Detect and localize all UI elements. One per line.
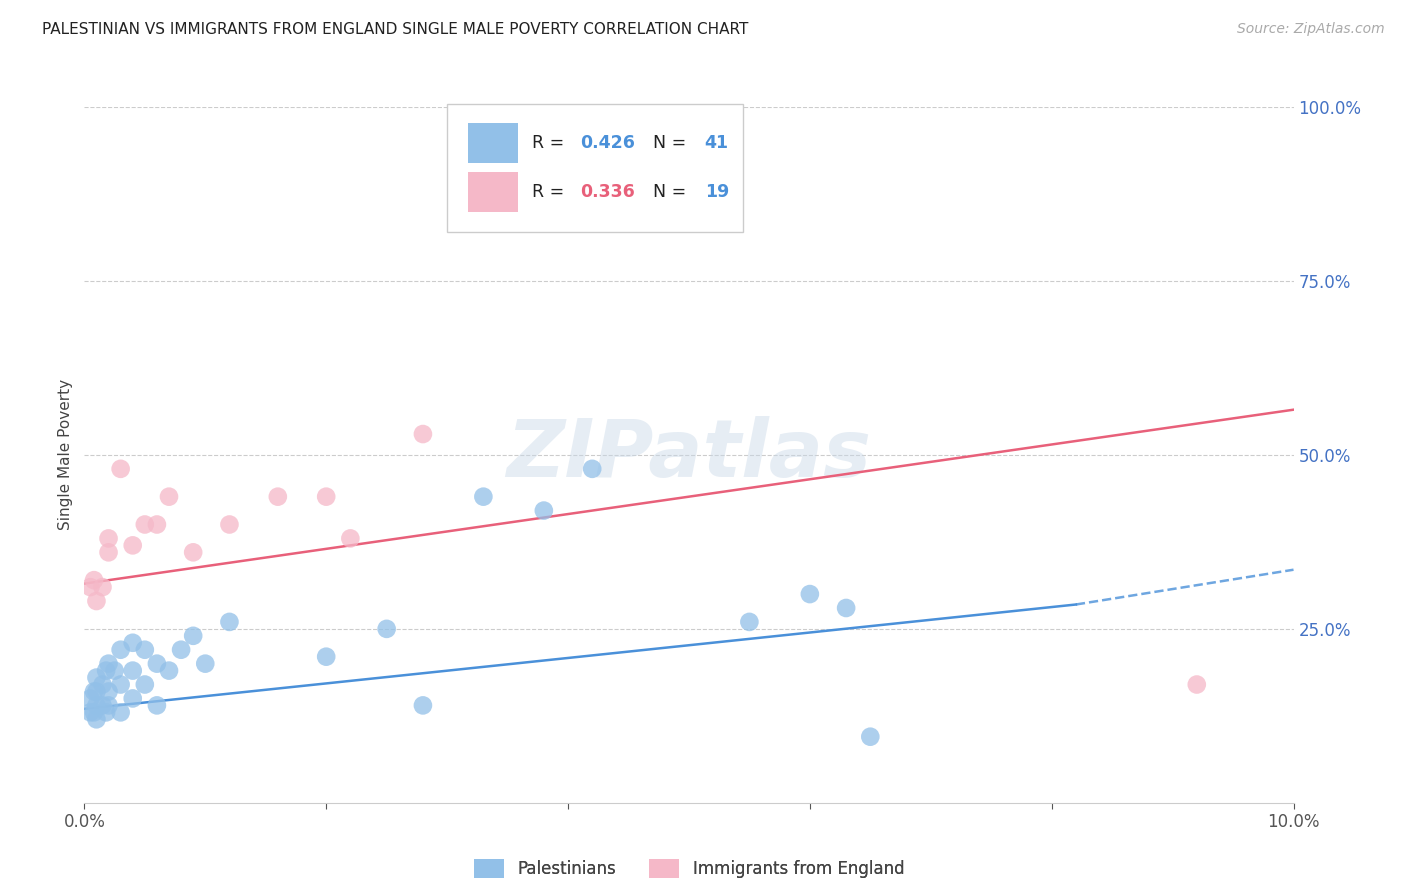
Point — [738, 615, 761, 629]
FancyBboxPatch shape — [468, 172, 519, 212]
Point — [134, 642, 156, 657]
Point — [134, 517, 156, 532]
Point — [121, 636, 143, 650]
Point — [121, 664, 143, 678]
Text: 41: 41 — [704, 134, 728, 153]
Point — [315, 490, 337, 504]
Point — [472, 490, 495, 504]
Point — [581, 462, 603, 476]
Point — [86, 698, 108, 713]
Point — [91, 677, 114, 691]
Text: R =: R = — [531, 134, 569, 153]
Point — [110, 706, 132, 720]
Point — [170, 642, 193, 657]
Point — [83, 684, 105, 698]
Point — [799, 587, 821, 601]
Point — [315, 649, 337, 664]
Point — [97, 657, 120, 671]
FancyBboxPatch shape — [468, 123, 519, 163]
Point — [83, 706, 105, 720]
Point — [86, 712, 108, 726]
Point — [533, 503, 555, 517]
Point — [181, 545, 204, 559]
Point — [218, 615, 240, 629]
Point — [110, 462, 132, 476]
Point — [146, 517, 169, 532]
Point — [86, 671, 108, 685]
Text: 0.336: 0.336 — [581, 183, 636, 201]
Point — [83, 573, 105, 587]
Point — [835, 601, 858, 615]
Point — [94, 706, 117, 720]
Point — [146, 698, 169, 713]
Text: N =: N = — [652, 134, 692, 153]
Text: Source: ZipAtlas.com: Source: ZipAtlas.com — [1237, 22, 1385, 37]
Point — [267, 490, 290, 504]
Y-axis label: Single Male Poverty: Single Male Poverty — [58, 379, 73, 531]
Point — [181, 629, 204, 643]
Legend: Palestinians, Immigrants from England: Palestinians, Immigrants from England — [467, 853, 911, 885]
Point — [97, 684, 120, 698]
Point — [121, 538, 143, 552]
Text: R =: R = — [531, 183, 569, 201]
Point — [859, 730, 882, 744]
Point — [339, 532, 361, 546]
Point — [1185, 677, 1208, 691]
Point — [97, 698, 120, 713]
Point — [110, 677, 132, 691]
Point — [86, 684, 108, 698]
Point — [157, 664, 180, 678]
Text: ZIPatlas: ZIPatlas — [506, 416, 872, 494]
FancyBboxPatch shape — [447, 103, 744, 232]
Point — [146, 657, 169, 671]
Text: N =: N = — [652, 183, 692, 201]
Point — [97, 532, 120, 546]
Point — [218, 517, 240, 532]
Point — [194, 657, 217, 671]
Point — [79, 691, 101, 706]
Text: PALESTINIAN VS IMMIGRANTS FROM ENGLAND SINGLE MALE POVERTY CORRELATION CHART: PALESTINIAN VS IMMIGRANTS FROM ENGLAND S… — [42, 22, 748, 37]
Point — [375, 622, 398, 636]
Point — [134, 677, 156, 691]
Point — [91, 698, 114, 713]
Text: 19: 19 — [704, 183, 728, 201]
Point — [94, 664, 117, 678]
Point — [104, 664, 127, 678]
Point — [86, 594, 108, 608]
Point — [97, 545, 120, 559]
Point — [91, 580, 114, 594]
Text: 0.426: 0.426 — [581, 134, 636, 153]
Point — [79, 706, 101, 720]
Point — [412, 427, 434, 442]
Point — [121, 691, 143, 706]
Point — [412, 698, 434, 713]
Point — [110, 642, 132, 657]
Point — [79, 580, 101, 594]
Point — [157, 490, 180, 504]
